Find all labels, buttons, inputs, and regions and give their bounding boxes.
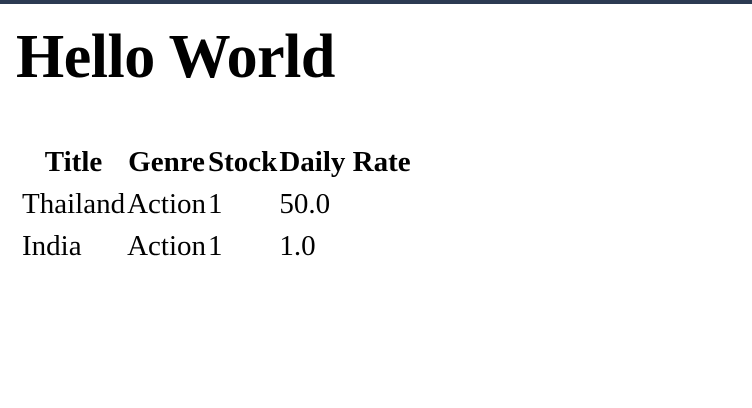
movies-table: Title Genre Stock Daily Rate Thailand Ac…	[20, 140, 413, 268]
cell-stock: 1	[208, 188, 223, 220]
cell-daily-rate: 1.0	[279, 230, 316, 262]
cell-daily-rate: 50.0	[279, 188, 331, 220]
cell-title: India	[22, 230, 82, 262]
page-content: Hello World Title Genre Stock Daily Rate…	[0, 4, 752, 408]
column-header-title: Title	[44, 146, 103, 178]
column-header-genre: Genre	[128, 146, 205, 178]
column-header-stock: Stock	[208, 146, 278, 178]
cell-title: Thailand	[22, 188, 126, 220]
table-header-row: Title Genre Stock Daily Rate	[22, 142, 411, 182]
cell-genre: Action	[127, 188, 207, 220]
page-heading: Hello World	[16, 23, 335, 91]
column-header-daily-rate: Daily Rate	[279, 146, 411, 178]
cell-stock: 1	[208, 230, 223, 262]
cell-genre: Action	[127, 230, 207, 262]
table-row: India Action 1 1.0	[22, 226, 411, 266]
browser-top-bar	[0, 0, 752, 4]
table-row: Thailand Action 1 50.0	[22, 184, 411, 224]
